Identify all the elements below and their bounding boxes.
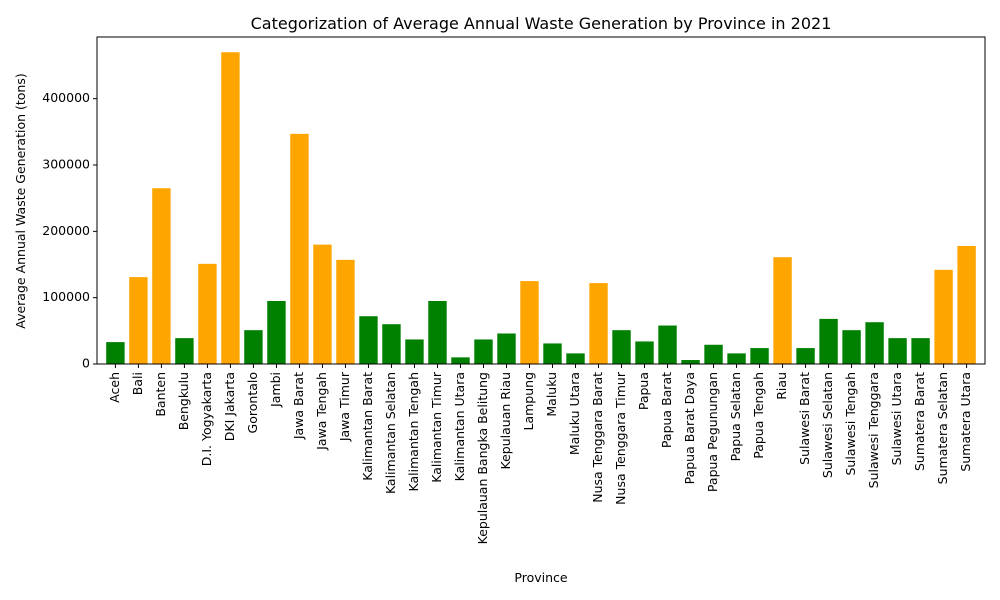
bar-maluku-utara xyxy=(566,353,585,364)
x-tick-label: Kalimantan Tengah xyxy=(406,372,421,491)
x-tick-label: D.I. Yogyakarta xyxy=(199,372,214,466)
bar-sulawesi-barat xyxy=(796,348,815,364)
y-axis-ticks: 0 100000 200000 300000 400000 xyxy=(42,90,97,371)
y-tick-label: 300000 xyxy=(42,157,90,172)
bar-nusa-tenggara-barat xyxy=(589,283,608,364)
x-tick-label: Jawa Tengah xyxy=(314,372,329,451)
y-tick-label: 200000 xyxy=(42,223,90,238)
x-tick-label: Riau xyxy=(774,372,789,400)
x-tick-label: Sumatera Utara xyxy=(958,372,973,472)
y-tick-label: 100000 xyxy=(42,289,90,304)
x-tick-label: Lampung xyxy=(521,372,536,431)
x-tick-label: Papua Selatan xyxy=(728,372,743,461)
x-tick-label: Kepulauan Riau xyxy=(498,372,513,469)
x-tick-label: Papua Barat xyxy=(659,372,674,448)
bar-dki-jakarta xyxy=(221,52,240,364)
x-tick-label: Jambi xyxy=(268,372,283,408)
bar-papua-barat xyxy=(658,325,677,364)
bar-nusa-tenggara-timur xyxy=(612,330,631,364)
x-tick-label: Aceh xyxy=(107,372,122,403)
bar-gorontalo xyxy=(244,330,263,364)
x-tick-label: Papua Pegunungan xyxy=(705,372,720,492)
x-tick-label: Jawa Barat xyxy=(291,372,306,440)
x-tick-label: Maluku Utara xyxy=(567,372,582,455)
bar-papua-pegunungan xyxy=(704,344,723,364)
bar-papua-barat-daya xyxy=(681,360,700,364)
bar-jawa-timur xyxy=(336,259,355,364)
x-tick-label: Sumatera Barat xyxy=(912,372,927,471)
bar-bali xyxy=(129,277,148,364)
bar-kepulauan-riau xyxy=(497,333,516,364)
bar-aceh xyxy=(106,342,125,364)
x-tick-label: Kalimantan Timur xyxy=(429,371,444,483)
bar-jawa-tengah xyxy=(313,244,332,364)
bar-sulawesi-utara xyxy=(888,338,907,364)
bar-sulawesi-tengah xyxy=(842,330,861,364)
plot-frame xyxy=(96,36,986,365)
bar-sulawesi-tenggara xyxy=(865,322,884,364)
x-tick-label: Jawa Timur xyxy=(337,371,352,442)
bar-papua xyxy=(635,341,654,364)
x-tick-label: Papua Tengah xyxy=(751,372,766,459)
x-tick-label: Sulawesi Barat xyxy=(797,372,812,465)
bar-kalimantan-utara xyxy=(451,357,470,364)
x-tick-label: Kalimantan Selatan xyxy=(383,372,398,494)
bar-bengkulu xyxy=(175,338,194,364)
y-tick-label: 400000 xyxy=(42,90,90,105)
x-tick-label: Kalimantan Utara xyxy=(452,372,467,481)
x-tick-label: DKI Jakarta xyxy=(222,372,237,441)
bar-papua-selatan xyxy=(727,353,746,364)
bar-kepulauan-bangka-belitung xyxy=(474,339,493,364)
x-tick-label: Gorontalo xyxy=(245,372,260,433)
x-axis-ticks: Aceh Bali Banten Bengkulu D.I. Yogyakarta DKI… xyxy=(107,364,973,544)
bar-jambi xyxy=(267,300,286,364)
x-tick-label: Sulawesi Utara xyxy=(889,372,904,465)
bar-d-i-yogyakarta xyxy=(198,263,217,364)
bar-jawa-barat xyxy=(290,133,309,364)
bars-group xyxy=(106,52,976,364)
y-axis-label: Average Annual Waste Generation (tons) xyxy=(13,73,28,328)
bar-kalimantan-barat xyxy=(359,316,378,364)
x-tick-label: Bengkulu xyxy=(176,372,191,430)
x-tick-label: Sulawesi Tenggara xyxy=(866,372,881,488)
x-tick-label: Papua xyxy=(636,372,651,410)
bar-lampung xyxy=(520,281,539,364)
x-tick-label: Nusa Tenggara Timur xyxy=(613,371,628,505)
bar-papua-tengah xyxy=(750,348,769,364)
x-tick-label: Papua Barat Daya xyxy=(682,372,697,484)
bar-sumatera-selatan xyxy=(934,269,953,364)
chart-title: Categorization of Average Annual Waste G… xyxy=(251,14,832,33)
x-tick-label: Kalimantan Barat xyxy=(360,372,375,481)
x-tick-label: Sulawesi Tengah xyxy=(843,372,858,476)
x-tick-label: Kepulauan Bangka Belitung xyxy=(475,372,490,544)
bar-sumatera-barat xyxy=(911,338,930,364)
x-axis-label: Province xyxy=(514,570,567,585)
x-tick-label: Maluku xyxy=(544,372,559,417)
x-tick-label: Sulawesi Selatan xyxy=(820,372,835,478)
bar-banten xyxy=(152,188,171,364)
bar-maluku xyxy=(543,343,562,364)
x-tick-label: Sumatera Selatan xyxy=(935,372,950,484)
bar-sumatera-utara xyxy=(957,245,976,364)
bar-riau xyxy=(773,257,792,364)
bar-sulawesi-selatan xyxy=(819,318,838,364)
y-tick-label: 0 xyxy=(82,356,90,371)
bar-kalimantan-selatan xyxy=(382,324,401,364)
x-tick-label: Banten xyxy=(153,372,168,417)
x-tick-label: Bali xyxy=(130,372,145,395)
bar-kalimantan-tengah xyxy=(405,339,424,364)
x-tick-label: Nusa Tenggara Barat xyxy=(590,372,605,503)
bar-kalimantan-timur xyxy=(428,300,447,364)
